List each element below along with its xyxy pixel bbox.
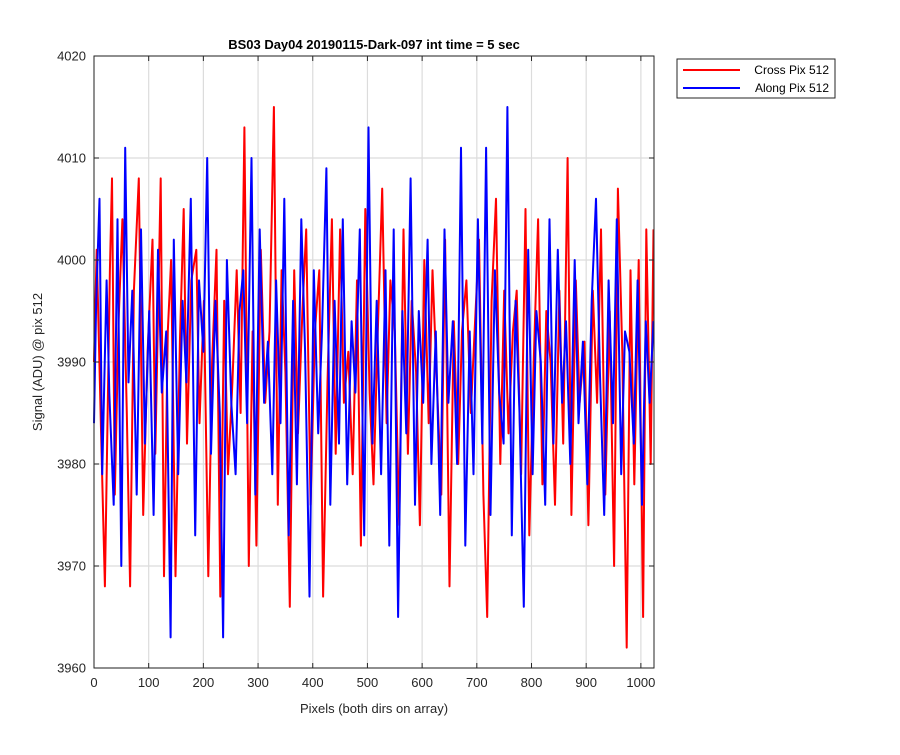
x-tick-label: 100 [138, 675, 160, 690]
y-tick-label: 3970 [57, 559, 86, 574]
y-tick-label: 4020 [57, 49, 86, 64]
x-tick-label: 700 [466, 675, 488, 690]
series-line-along-pix-512 [93, 106, 655, 639]
y-axis-label: Signal (ADU) @ pix 512 [30, 293, 45, 431]
legend-box [676, 58, 836, 99]
x-tick-label: 800 [521, 675, 543, 690]
chart-title: BS03 Day04 20190115-Dark-097 int time = … [228, 37, 520, 52]
x-tick-label: 300 [247, 675, 269, 690]
x-tick-label: 900 [575, 675, 597, 690]
x-tick-label: 400 [302, 675, 324, 690]
x-tick-label: 1000 [626, 675, 655, 690]
x-tick-label: 0 [90, 675, 97, 690]
y-tick-label: 4010 [57, 151, 86, 166]
y-tick-label: 3960 [57, 661, 86, 676]
axis-ticks: 0 100 200 300 400 500 600 700 800 900 1000 3960 3970… [57, 49, 655, 691]
x-tick-label: 200 [193, 675, 215, 690]
series-lines [93, 106, 655, 649]
legend-label-along: Along Pix 512 [755, 81, 829, 95]
legend: Cross Pix 512 Along Pix 512 [676, 58, 836, 99]
y-tick-label: 3990 [57, 355, 86, 370]
x-tick-label: 500 [357, 675, 379, 690]
x-axis-label: Pixels (both dirs on array) [300, 701, 448, 716]
y-tick-label: 4000 [57, 253, 86, 268]
x-tick-label: 600 [411, 675, 433, 690]
legend-label-cross: Cross Pix 512 [754, 63, 829, 77]
y-tick-label: 3980 [57, 457, 86, 472]
